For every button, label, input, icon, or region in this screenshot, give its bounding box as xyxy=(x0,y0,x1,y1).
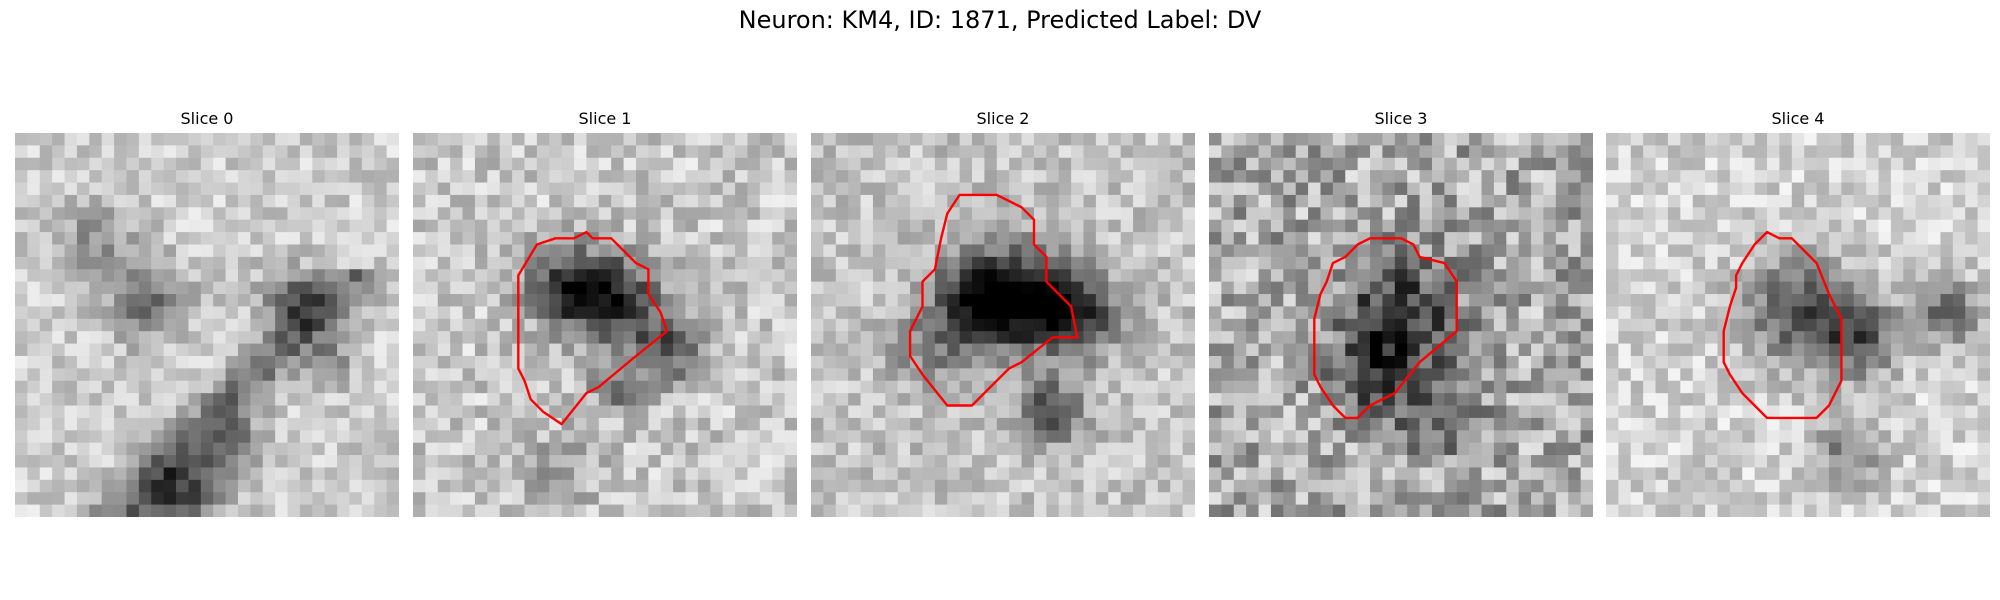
slice-title: Slice 3 xyxy=(1374,109,1428,128)
neuron-outline xyxy=(908,193,1079,407)
neuron-outline xyxy=(517,230,669,426)
slice-panel-0: Slice 0 xyxy=(15,108,399,517)
slice-image xyxy=(1209,133,1593,517)
slice-image xyxy=(1606,133,1990,517)
slice-panel-4: Slice 4 xyxy=(1606,108,1990,517)
slice-title: Slice 1 xyxy=(578,109,632,128)
slice-panel-3: Slice 3 xyxy=(1209,108,1593,517)
slice-panel-1: Slice 1 xyxy=(413,108,797,517)
slice-panel-2: Slice 2 xyxy=(811,108,1195,517)
slice-title: Slice 0 xyxy=(180,109,234,128)
slice-image xyxy=(811,133,1195,517)
slice-image xyxy=(15,133,399,517)
slice-title: Slice 4 xyxy=(1771,109,1825,128)
figure-title: Neuron: KM4, ID: 1871, Predicted Label: … xyxy=(738,6,1262,34)
neuron-outline xyxy=(1313,237,1458,420)
slice-title: Slice 2 xyxy=(976,109,1030,128)
neuron-outline xyxy=(1722,230,1843,420)
slice-image xyxy=(413,133,797,517)
